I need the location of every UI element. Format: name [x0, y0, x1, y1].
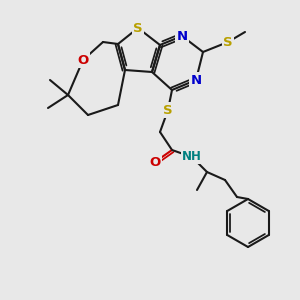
Text: S: S — [163, 103, 173, 116]
Text: S: S — [133, 22, 143, 34]
Text: O: O — [149, 155, 161, 169]
Text: N: N — [190, 74, 202, 86]
Text: O: O — [77, 53, 88, 67]
Text: N: N — [176, 29, 188, 43]
Text: S: S — [223, 35, 233, 49]
Text: NH: NH — [182, 151, 202, 164]
